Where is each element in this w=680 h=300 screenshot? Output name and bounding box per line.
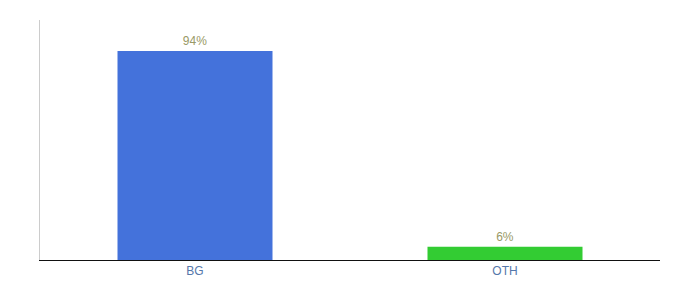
svg-text:BG: BG xyxy=(186,264,203,278)
svg-text:OTH: OTH xyxy=(492,264,517,278)
svg-text:94%: 94% xyxy=(183,34,207,48)
svg-text:6%: 6% xyxy=(496,230,514,244)
